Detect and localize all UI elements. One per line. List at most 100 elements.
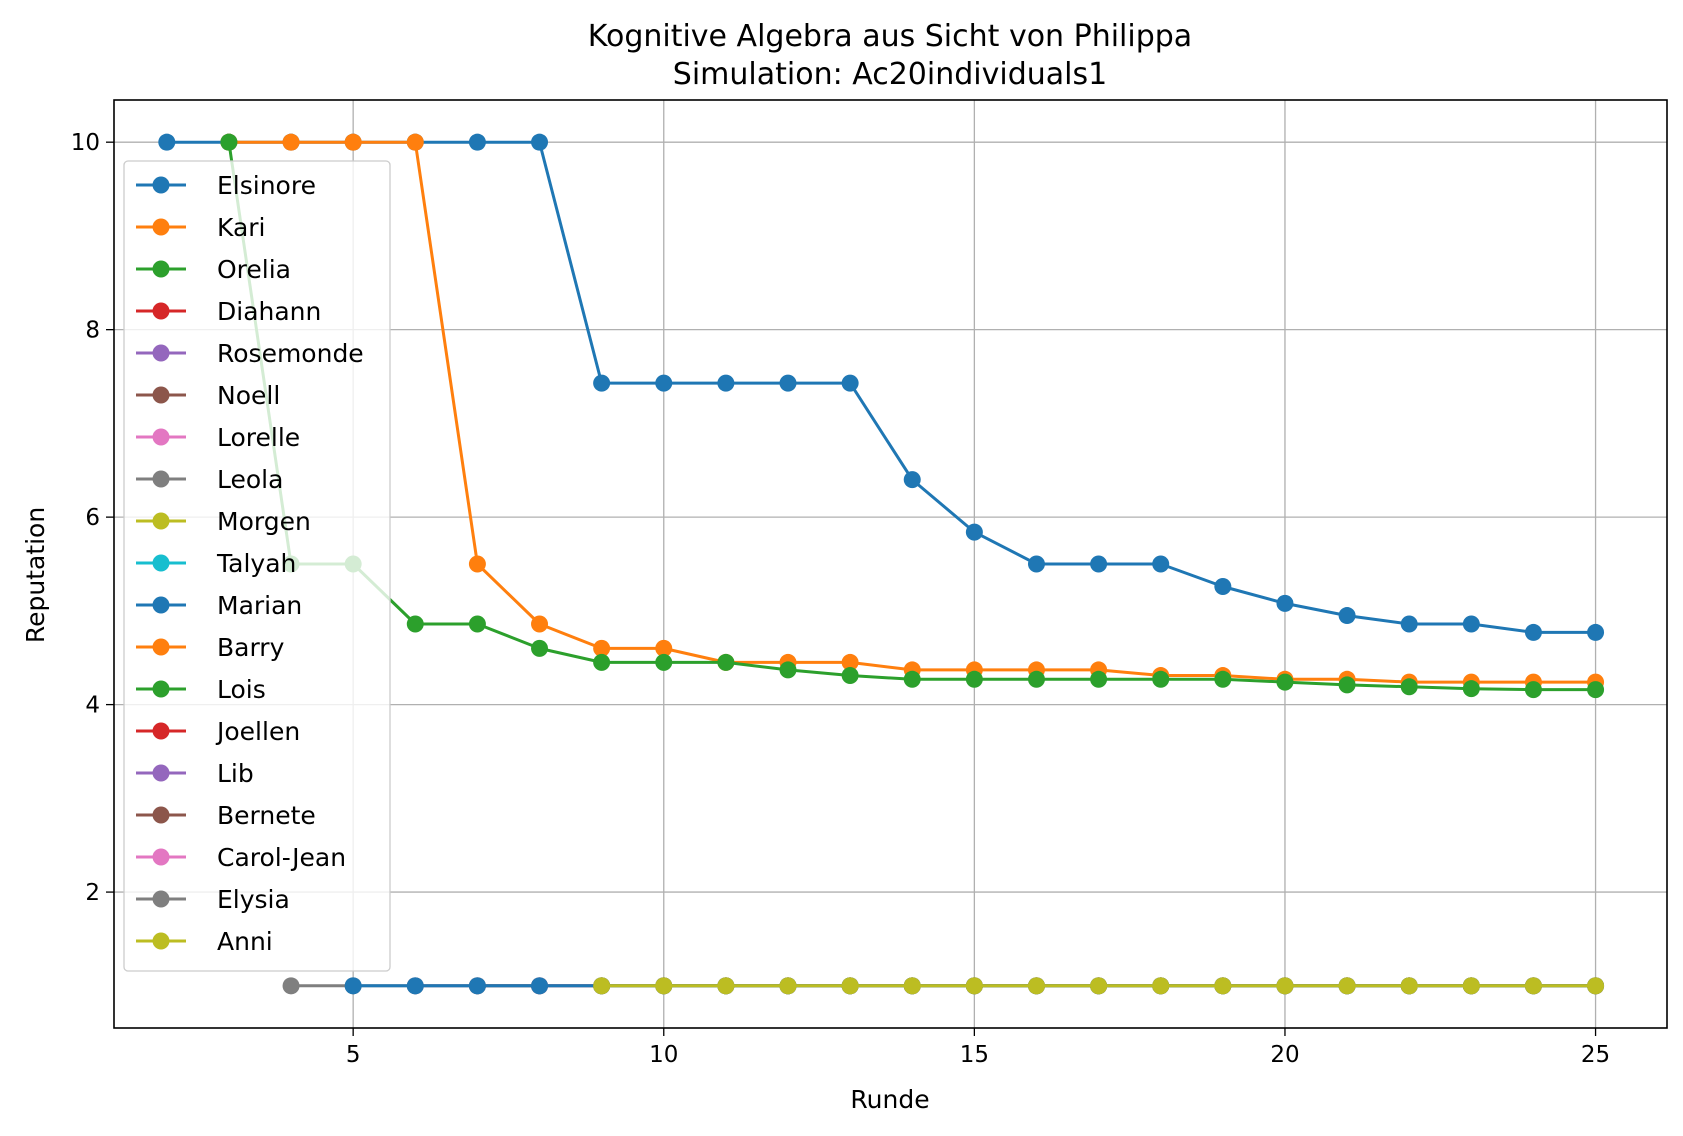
legend-marker bbox=[152, 218, 170, 236]
legend-marker bbox=[152, 428, 170, 446]
legend-label: Talyah bbox=[216, 549, 296, 578]
data-point bbox=[1027, 977, 1045, 995]
data-point bbox=[1524, 623, 1542, 641]
data-point bbox=[1338, 676, 1356, 694]
legend-item: Talyah bbox=[136, 549, 296, 578]
data-point bbox=[282, 133, 300, 151]
legend-marker bbox=[152, 302, 170, 320]
legend-item: Bernete bbox=[136, 801, 316, 830]
legend-item: Joellen bbox=[136, 717, 300, 746]
legend: Elsinore Kari Orelia Diahann Rosemonde Noell L… bbox=[123, 160, 391, 972]
data-point bbox=[1462, 680, 1480, 698]
legend-label: Joellen bbox=[215, 717, 300, 746]
data-point bbox=[220, 133, 238, 151]
data-point bbox=[1090, 670, 1108, 688]
legend-marker bbox=[152, 848, 170, 866]
data-point bbox=[344, 977, 362, 995]
legend-item: Leola bbox=[136, 465, 283, 494]
data-point bbox=[468, 133, 486, 151]
chart-title: Kognitive Algebra aus Sicht von Philippa bbox=[588, 19, 1192, 54]
data-point bbox=[717, 977, 735, 995]
legend-item: Lib bbox=[136, 759, 254, 788]
data-point bbox=[1276, 594, 1294, 612]
legend-marker bbox=[152, 764, 170, 782]
data-point bbox=[1524, 681, 1542, 699]
data-point bbox=[1090, 555, 1108, 573]
data-point bbox=[1276, 977, 1294, 995]
data-point bbox=[1400, 615, 1418, 633]
y-tick-label: 4 bbox=[85, 693, 100, 719]
data-point bbox=[531, 133, 549, 151]
data-point bbox=[531, 639, 549, 657]
data-point bbox=[1338, 977, 1356, 995]
ticks: 5 10 15 20 25 2 4 6 8 10 bbox=[71, 130, 1610, 1068]
data-point bbox=[1214, 977, 1232, 995]
legend-marker bbox=[152, 638, 170, 656]
data-point bbox=[1462, 615, 1480, 633]
legend-item: Diahann bbox=[136, 297, 321, 326]
legend-item: Marian bbox=[136, 591, 302, 620]
data-point bbox=[717, 653, 735, 671]
y-tick-label: 10 bbox=[71, 130, 100, 156]
plot-frame bbox=[113, 99, 1668, 1029]
data-point bbox=[655, 374, 673, 392]
data-point bbox=[965, 670, 983, 688]
legend-label: Elysia bbox=[217, 885, 290, 914]
series-orelia bbox=[220, 133, 1605, 699]
legend-marker bbox=[152, 596, 170, 614]
data-point bbox=[1587, 681, 1605, 699]
legend-box bbox=[123, 160, 391, 972]
data-point bbox=[1400, 678, 1418, 696]
legend-label: Carol-Jean bbox=[217, 843, 346, 872]
data-point bbox=[903, 977, 921, 995]
x-tick-label: 5 bbox=[346, 1042, 361, 1068]
data-point bbox=[1027, 555, 1045, 573]
data-point bbox=[468, 977, 486, 995]
legend-label: Noell bbox=[217, 381, 280, 410]
legend-label: Bernete bbox=[217, 801, 316, 830]
data-point bbox=[1462, 977, 1480, 995]
series-layer bbox=[158, 133, 1605, 995]
data-point bbox=[282, 977, 300, 995]
legend-item: Lorelle bbox=[136, 423, 300, 452]
x-axis-label: Runde bbox=[850, 1085, 929, 1114]
data-point bbox=[841, 653, 859, 671]
legend-label: Barry bbox=[217, 633, 285, 662]
legend-item: Carol-Jean bbox=[136, 843, 346, 872]
data-point bbox=[344, 133, 362, 151]
chart-subtitle: Simulation: Ac20individuals1 bbox=[673, 57, 1107, 92]
legend-label: Anni bbox=[217, 927, 273, 956]
legend-label: Leola bbox=[217, 465, 283, 494]
data-point bbox=[158, 133, 176, 151]
legend-label: Lois bbox=[217, 675, 266, 704]
legend-label: Lib bbox=[217, 759, 254, 788]
y-tick-label: 8 bbox=[85, 318, 100, 344]
data-point bbox=[965, 523, 983, 541]
data-point bbox=[1027, 670, 1045, 688]
data-point bbox=[717, 374, 735, 392]
legend-label: Rosemonde bbox=[217, 339, 364, 368]
y-tick-label: 6 bbox=[85, 505, 100, 531]
series-anni bbox=[593, 977, 1605, 995]
legend-item: Elysia bbox=[136, 885, 290, 914]
data-point bbox=[779, 374, 797, 392]
data-point bbox=[841, 374, 859, 392]
legend-item: Rosemonde bbox=[136, 339, 364, 368]
data-point bbox=[779, 977, 797, 995]
legend-item: Elsinore bbox=[136, 171, 316, 200]
data-point bbox=[531, 977, 549, 995]
data-point bbox=[655, 977, 673, 995]
legend-label: Marian bbox=[217, 591, 302, 620]
x-tick-label: 10 bbox=[649, 1042, 678, 1068]
data-point bbox=[1587, 977, 1605, 995]
legend-marker bbox=[152, 344, 170, 362]
legend-marker bbox=[152, 260, 170, 278]
legend-item: Orelia bbox=[136, 255, 291, 284]
data-point bbox=[1400, 977, 1418, 995]
legend-marker bbox=[152, 890, 170, 908]
legend-label: Orelia bbox=[217, 255, 291, 284]
legend-label: Elsinore bbox=[217, 171, 316, 200]
y-tick-label: 2 bbox=[85, 880, 100, 906]
legend-item: Lois bbox=[136, 675, 266, 704]
